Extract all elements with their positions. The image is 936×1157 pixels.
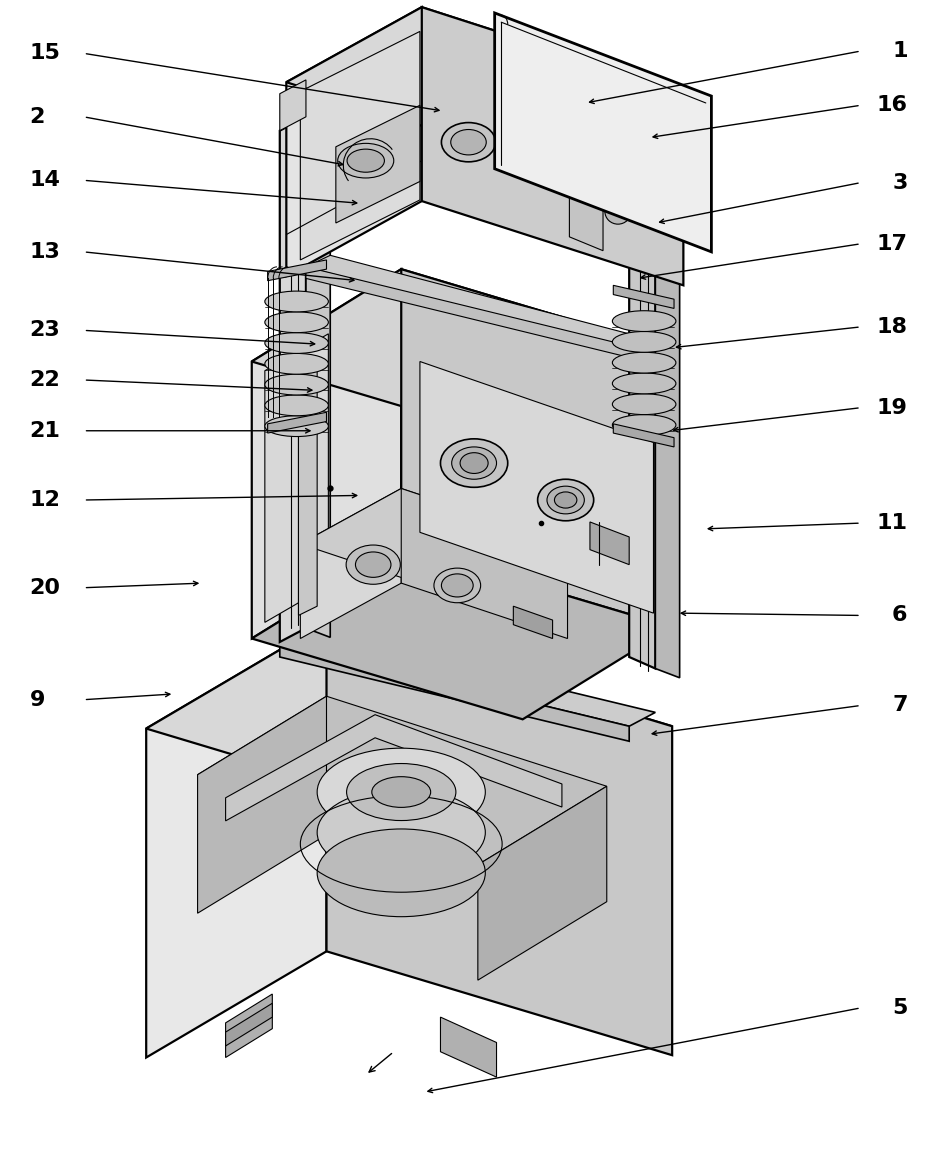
Polygon shape: [419, 361, 652, 613]
Ellipse shape: [441, 123, 495, 162]
Polygon shape: [628, 149, 654, 669]
Text: 3: 3: [891, 172, 907, 192]
Polygon shape: [252, 270, 671, 442]
Ellipse shape: [265, 415, 328, 436]
Ellipse shape: [554, 492, 577, 508]
Polygon shape: [569, 184, 603, 251]
Text: 9: 9: [29, 690, 45, 709]
Ellipse shape: [441, 574, 473, 597]
Polygon shape: [335, 105, 419, 223]
Ellipse shape: [433, 568, 480, 603]
Text: 5: 5: [891, 997, 907, 1018]
Ellipse shape: [537, 479, 593, 521]
Polygon shape: [280, 80, 306, 131]
Ellipse shape: [265, 395, 328, 415]
Polygon shape: [326, 622, 671, 1055]
Polygon shape: [440, 1017, 496, 1077]
Polygon shape: [300, 31, 419, 260]
Polygon shape: [265, 334, 328, 622]
Ellipse shape: [265, 374, 328, 395]
Polygon shape: [252, 546, 671, 720]
Polygon shape: [226, 715, 562, 820]
Polygon shape: [268, 412, 326, 433]
Ellipse shape: [346, 764, 456, 820]
Ellipse shape: [612, 373, 675, 393]
Ellipse shape: [547, 486, 584, 514]
Polygon shape: [286, 7, 682, 167]
Polygon shape: [613, 286, 673, 309]
Ellipse shape: [440, 439, 507, 487]
Text: 1: 1: [891, 40, 907, 61]
Text: 7: 7: [891, 695, 907, 715]
Ellipse shape: [316, 828, 485, 916]
Text: 21: 21: [29, 421, 60, 441]
Polygon shape: [252, 270, 401, 639]
Polygon shape: [513, 606, 552, 639]
Polygon shape: [197, 697, 607, 864]
Polygon shape: [654, 161, 679, 678]
Text: 23: 23: [29, 320, 60, 340]
Ellipse shape: [345, 545, 400, 584]
Text: 15: 15: [29, 43, 60, 64]
Ellipse shape: [612, 414, 675, 435]
Polygon shape: [268, 260, 326, 281]
Ellipse shape: [605, 199, 630, 224]
Ellipse shape: [450, 130, 486, 155]
Text: 20: 20: [29, 577, 60, 598]
Polygon shape: [146, 622, 326, 1057]
Ellipse shape: [355, 552, 390, 577]
Polygon shape: [300, 488, 567, 599]
Polygon shape: [280, 117, 306, 642]
Text: 17: 17: [876, 234, 907, 253]
Polygon shape: [613, 423, 673, 447]
Ellipse shape: [372, 776, 431, 808]
Polygon shape: [494, 13, 710, 252]
Text: 14: 14: [29, 170, 60, 190]
Text: 18: 18: [876, 317, 907, 337]
Ellipse shape: [612, 393, 675, 414]
Polygon shape: [358, 793, 443, 884]
Ellipse shape: [265, 353, 328, 374]
Ellipse shape: [346, 149, 384, 172]
Ellipse shape: [612, 352, 675, 373]
Polygon shape: [280, 628, 654, 727]
Ellipse shape: [265, 292, 328, 312]
Polygon shape: [226, 994, 272, 1057]
Polygon shape: [280, 642, 628, 742]
Ellipse shape: [337, 143, 393, 178]
Ellipse shape: [316, 789, 485, 876]
Polygon shape: [590, 522, 628, 565]
Text: 11: 11: [876, 513, 907, 533]
Polygon shape: [306, 117, 329, 638]
Ellipse shape: [316, 749, 485, 835]
Text: 12: 12: [29, 491, 60, 510]
Text: 22: 22: [29, 370, 60, 390]
Polygon shape: [306, 256, 654, 352]
Polygon shape: [146, 622, 671, 832]
Polygon shape: [421, 7, 682, 286]
Polygon shape: [401, 488, 567, 639]
Text: 13: 13: [29, 242, 60, 261]
Polygon shape: [306, 267, 654, 363]
Polygon shape: [477, 787, 607, 980]
Text: 16: 16: [876, 95, 907, 116]
Polygon shape: [197, 697, 326, 913]
Ellipse shape: [265, 333, 328, 353]
Polygon shape: [401, 270, 671, 627]
Ellipse shape: [612, 311, 675, 332]
Ellipse shape: [265, 312, 328, 333]
Text: 19: 19: [876, 398, 907, 418]
Polygon shape: [628, 112, 654, 161]
Ellipse shape: [451, 447, 496, 479]
Text: 6: 6: [891, 605, 907, 626]
Polygon shape: [286, 7, 421, 277]
Polygon shape: [299, 359, 316, 616]
Text: 2: 2: [29, 106, 45, 127]
Ellipse shape: [460, 452, 488, 473]
Ellipse shape: [612, 332, 675, 352]
Polygon shape: [226, 1003, 272, 1046]
Polygon shape: [300, 488, 401, 639]
